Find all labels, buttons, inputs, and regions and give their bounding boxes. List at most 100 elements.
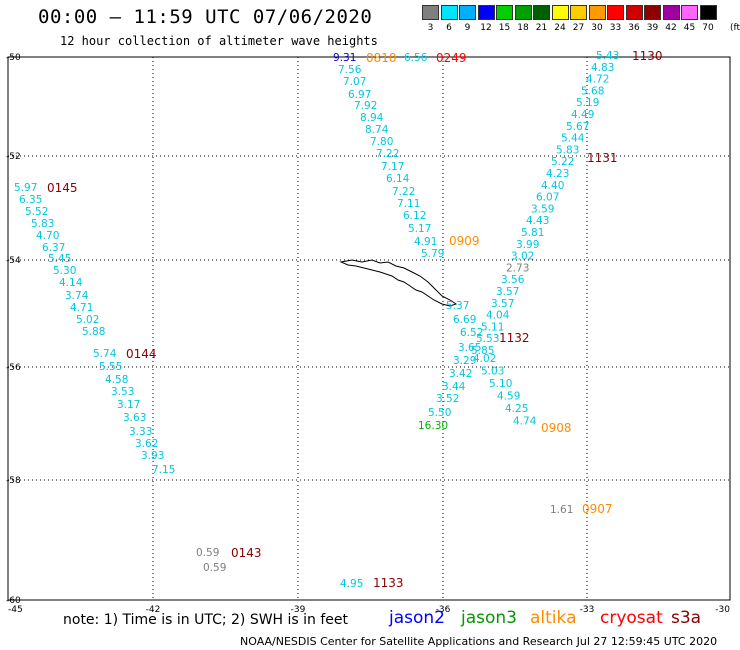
- legend-swatch: [681, 5, 698, 20]
- wave-height-label: 7.07: [343, 76, 366, 88]
- legend-label: 12: [480, 23, 492, 33]
- track-time-label: 1131: [587, 151, 618, 165]
- wave-height-label: 5.88: [82, 326, 105, 338]
- wave-height-label: 5.81: [521, 227, 544, 239]
- track-time-label: 0145: [47, 181, 78, 195]
- mission-cryosat: cryosat: [600, 608, 663, 628]
- legend-label: 27: [572, 23, 585, 33]
- page-subtitle: 12 hour collection of altimeter wave hei…: [60, 34, 378, 48]
- axis-tick-labels: -45 -42 -39 -36 -33 -30 -50 -52 -54 -56 -58 -60: [6, 53, 730, 615]
- wave-height-label: 5.55: [99, 361, 122, 373]
- lon-tick-label: -39: [291, 605, 306, 615]
- track-time-label: 0909: [449, 234, 480, 248]
- wave-height-label: 5.74: [93, 348, 117, 360]
- wave-height-label: 6.35: [19, 194, 42, 206]
- legend-label: 30: [591, 23, 603, 33]
- legend-label: 24: [554, 23, 566, 33]
- wave-height-label: 4.04: [486, 310, 510, 322]
- legend-label: 9: [464, 23, 471, 33]
- legend-swatch: [477, 5, 495, 20]
- legend-swatch: [644, 5, 661, 20]
- wave-height-label: 5.43: [596, 50, 619, 62]
- wave-height-label: 6.52: [460, 327, 483, 339]
- wave-height-label: 3.65: [458, 342, 481, 354]
- wave-height-label: 4.02: [473, 353, 496, 365]
- page-title: 00:00 – 11:59 UTC 07/06/2020: [38, 6, 373, 28]
- wave-height-label: 7.22: [376, 148, 399, 160]
- wave-height-label: 4.58: [105, 374, 128, 386]
- wave-height-label: 3.57: [496, 286, 519, 298]
- wave-height-label: 3.59: [531, 203, 554, 215]
- track-time-label: 1133: [373, 576, 404, 590]
- wave-height-label: 4.40: [541, 180, 564, 192]
- wave-height-label: 3.33: [129, 426, 152, 438]
- wave-height-label: 4.72: [586, 74, 609, 86]
- legend-swatch: [533, 5, 550, 20]
- wave-height-label: 4.71: [70, 302, 93, 314]
- track-time-label: 0907: [582, 502, 613, 516]
- lon-tick-label: -36: [436, 605, 451, 615]
- wave-height-label: 6.12: [403, 210, 426, 222]
- mission-s3a: s3a: [671, 608, 702, 628]
- wave-height-labels: 5.976.355.525.834.706.375.455.304.143.74…: [14, 49, 663, 590]
- wave-height-label: 6.07: [536, 192, 559, 204]
- south-georgia-coastline: [339, 259, 458, 307]
- wave-height-label: 3.52: [436, 393, 459, 405]
- wave-height-label: 7.92: [354, 100, 377, 112]
- wave-height-label: 5.53: [476, 333, 499, 345]
- wave-height-label: 5.11: [481, 321, 504, 333]
- legend-swatch: [625, 5, 643, 20]
- legend-label: 70: [702, 23, 714, 33]
- wave-height-label: 4.59: [497, 391, 520, 403]
- wave-height-label: 5.10: [489, 378, 512, 390]
- legend-swatch: [440, 5, 458, 20]
- wave-height-label: 5.79: [421, 248, 444, 260]
- legend-label: 18: [517, 23, 529, 33]
- plot-frame: [7, 56, 731, 601]
- wave-height-label: 5.02: [76, 314, 99, 326]
- wave-height-label: 9.31: [333, 52, 356, 64]
- wave-height-label: 7.17: [381, 161, 404, 173]
- wave-height-label: 4.70: [36, 230, 59, 242]
- wave-height-label: 4.14: [59, 277, 83, 289]
- wave-height-label: 6.69: [453, 314, 476, 326]
- mission-jason2: jason2: [389, 608, 445, 628]
- wave-height-label: 5.30: [53, 265, 76, 277]
- wave-height-label: 5.19: [576, 97, 599, 109]
- wave-height-label: 6.14: [386, 173, 410, 185]
- wave-height-label: 3.17: [117, 399, 140, 411]
- lat-tick-label: -58: [6, 476, 21, 486]
- wave-height-label: 0.59: [196, 547, 219, 559]
- legend-label: 36: [628, 23, 640, 33]
- track-time-label: 0810: [366, 51, 397, 65]
- legend-label: 21: [535, 23, 548, 33]
- wave-height-label: 8.94: [360, 112, 384, 124]
- track-time-label: 1130: [632, 49, 663, 63]
- lat-tick-label: -60: [6, 596, 21, 606]
- legend-swatch: [662, 5, 680, 20]
- legend-label: 6: [446, 23, 452, 33]
- legend-swatch: [514, 5, 532, 20]
- wave-height-label: 8.74: [365, 124, 389, 136]
- legend-swatch: [607, 5, 624, 20]
- legend-label: 15: [498, 23, 511, 33]
- track-time-label: 0249: [436, 51, 467, 65]
- wave-height-label: 5.44: [561, 133, 585, 145]
- wave-height-label: 3.56: [501, 274, 525, 286]
- wave-height-label: 4.43: [526, 215, 549, 227]
- lat-tick-label: -50: [6, 53, 21, 63]
- wave-height-label: 3.02: [511, 251, 534, 263]
- wave-height-label: 4.95: [340, 578, 363, 590]
- wave-height-label: 3.53: [111, 386, 134, 398]
- note-text: note: 1) Time is in UTC; 2) SWH is in fe…: [63, 612, 349, 628]
- wave-height-label: 5.52: [25, 206, 48, 218]
- wave-height-label: 6.97: [348, 89, 371, 101]
- lon-tick-label: -45: [8, 605, 23, 615]
- legend-label: 39: [646, 23, 659, 33]
- legend-swatch: [422, 5, 439, 20]
- track-time-label: 0908: [541, 421, 572, 435]
- wave-height-label: 5.85: [471, 345, 494, 357]
- wave-height-label: 3.93: [141, 450, 164, 462]
